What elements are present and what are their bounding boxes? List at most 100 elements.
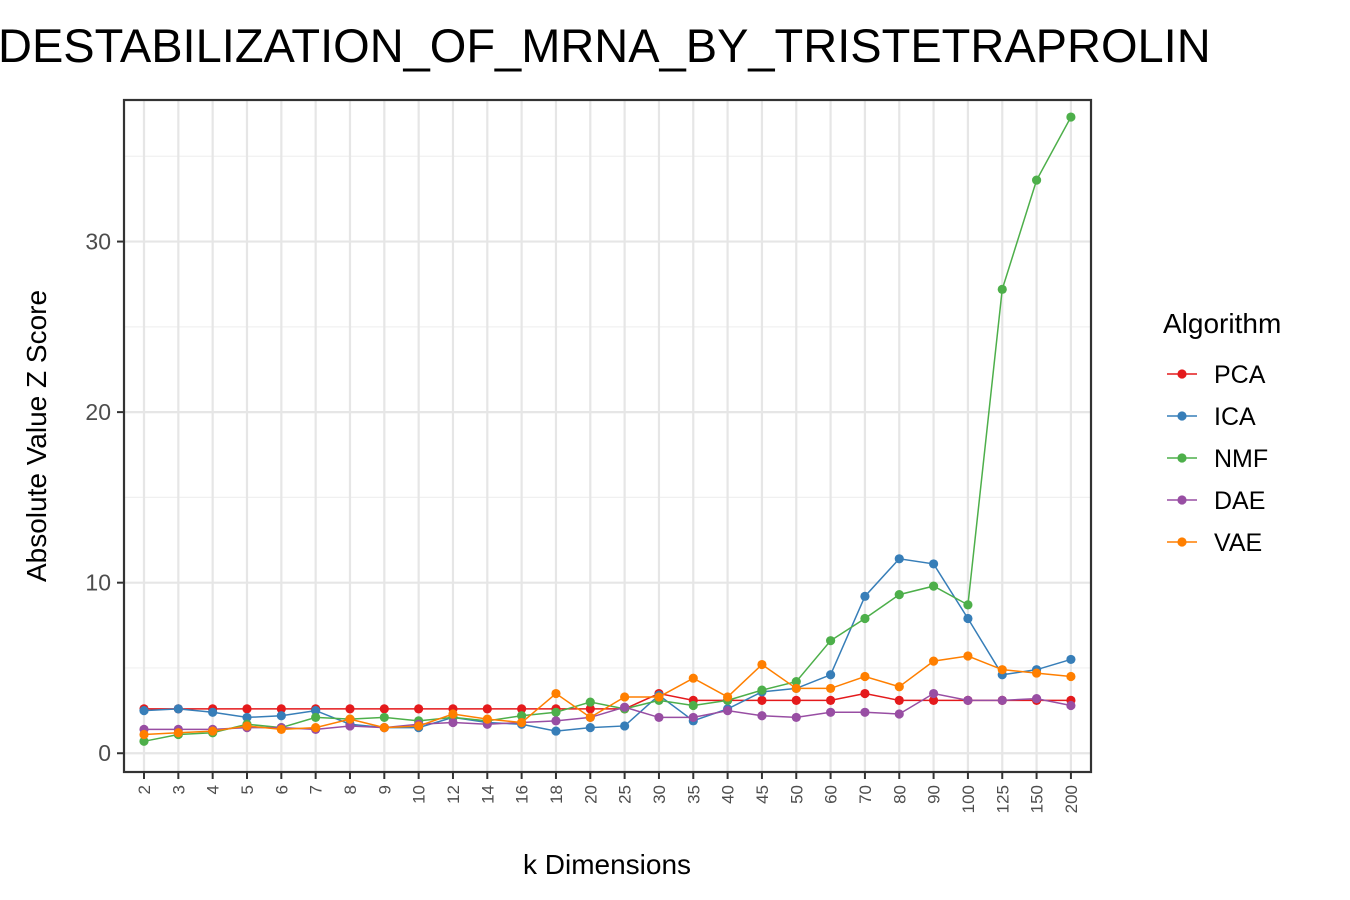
data-point-ica — [208, 707, 218, 717]
data-point-nmf — [551, 707, 561, 717]
data-point-vae — [620, 692, 630, 702]
plot-panel — [124, 100, 1091, 772]
legend-key-point — [1177, 453, 1187, 463]
data-point-vae — [1066, 671, 1076, 682]
data-point-dae — [723, 705, 733, 716]
data-point-dae — [654, 712, 664, 723]
x-tick-label: 14 — [478, 785, 497, 804]
data-point-vae — [723, 692, 733, 702]
x-tick-label: 18 — [547, 785, 566, 804]
data-point-dae — [860, 707, 870, 717]
data-point-nmf — [379, 712, 389, 723]
data-point-vae — [1031, 668, 1042, 678]
x-tick-label: 40 — [719, 785, 738, 804]
data-point-dae — [791, 712, 801, 723]
data-point-ica — [139, 705, 149, 716]
data-point-nmf — [517, 711, 527, 721]
data-point-nmf — [860, 613, 870, 624]
x-tick-label: 3 — [169, 785, 188, 794]
y-tick-label: 0 — [98, 740, 111, 766]
data-point-vae — [345, 714, 355, 724]
data-point-vae — [997, 665, 1007, 675]
x-tick-label: 60 — [822, 785, 841, 804]
data-point-vae — [551, 688, 561, 699]
y-axis-title: Absolute Value Z Score — [21, 290, 52, 582]
data-point-dae — [551, 716, 561, 726]
y-tick-label: 10 — [85, 570, 111, 596]
data-point-dae — [620, 702, 630, 712]
legend-item-dae: DAE — [1167, 487, 1265, 515]
legend-key-point — [1177, 369, 1187, 379]
series-line-ica — [143, 557, 1072, 732]
panel-border — [122, 98, 1093, 774]
x-tick-label: 150 — [1028, 785, 1047, 813]
legend-title: Algorithm — [1163, 308, 1281, 339]
data-point-vae — [826, 683, 836, 694]
data-point-ica — [620, 721, 630, 731]
x-tick-label: 7 — [307, 785, 326, 794]
data-point-nmf — [894, 590, 904, 600]
legend-label: NMF — [1214, 445, 1268, 473]
legend-item-ica: ICA — [1167, 403, 1256, 431]
x-tick-label: 8 — [341, 785, 360, 794]
data-point-pca — [414, 704, 424, 714]
x-tick-label: 10 — [410, 785, 429, 804]
data-point-pca — [757, 695, 767, 705]
data-point-nmf — [1066, 112, 1076, 122]
data-point-vae — [517, 717, 527, 728]
x-tick-label: 90 — [925, 785, 944, 804]
data-point-vae — [139, 729, 149, 740]
data-point-pca — [585, 704, 595, 714]
data-point-vae — [414, 721, 424, 731]
data-point-ica — [585, 723, 595, 733]
data-point-pca — [482, 704, 492, 714]
data-point-vae — [654, 692, 664, 702]
series-line-pca — [144, 692, 1071, 710]
x-tick-label: 70 — [856, 785, 875, 804]
data-point-dae — [826, 707, 836, 717]
data-point-ica — [311, 705, 321, 716]
legend-item-vae: VAE — [1167, 529, 1262, 557]
data-point-pca — [345, 704, 355, 714]
legend-item-nmf: NMF — [1167, 445, 1268, 473]
data-point-vae — [482, 714, 492, 724]
data-point-vae — [585, 712, 595, 723]
x-tick-label: 200 — [1062, 785, 1081, 813]
x-tick-label: 80 — [890, 785, 909, 804]
data-point-ica — [276, 711, 286, 721]
data-point-dae — [1066, 700, 1076, 711]
x-tick-label: 9 — [375, 785, 394, 794]
data-point-pca — [928, 695, 939, 705]
data-point-pca — [894, 695, 904, 705]
data-point-vae — [860, 671, 870, 682]
data-point-pca — [860, 688, 870, 699]
data-point-ica — [860, 591, 870, 601]
data-point-ica — [963, 613, 973, 624]
data-point-ica — [551, 726, 561, 736]
data-point-nmf — [139, 736, 149, 746]
data-point-pca — [276, 704, 286, 714]
data-point-ica — [826, 670, 836, 680]
x-tick-label: 20 — [581, 785, 600, 804]
data-point-vae — [894, 682, 904, 692]
data-point-ica — [894, 554, 904, 564]
x-tick-label: 30 — [650, 785, 669, 804]
data-point-vae — [276, 724, 286, 734]
x-tick-label: 6 — [272, 785, 291, 794]
data-point-nmf — [928, 581, 939, 591]
data-point-vae — [757, 659, 767, 670]
data-point-vae — [928, 656, 939, 666]
data-point-dae — [963, 695, 973, 705]
x-axis-title: k Dimensions — [523, 849, 691, 880]
data-point-vae — [242, 721, 252, 731]
x-tick-label: 100 — [959, 785, 978, 813]
data-point-vae — [791, 683, 801, 694]
x-tick-label: 45 — [753, 785, 772, 804]
series-layer — [139, 112, 1076, 746]
x-tick-label: 4 — [204, 785, 223, 794]
chart-title: DESTABILIZATION_OF_MRNA_BY_TRISTETRAPROL… — [0, 19, 1211, 72]
x-tick-label: 12 — [444, 785, 463, 804]
legend-label: DAE — [1214, 487, 1265, 515]
legend: Algorithm PCA ICA NMF DAE VAE — [1163, 308, 1281, 557]
y-tick-label: 20 — [85, 399, 111, 425]
